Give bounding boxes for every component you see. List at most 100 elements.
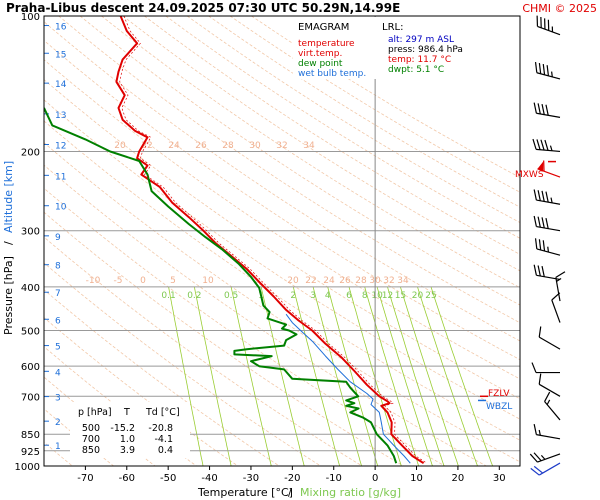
barb-flag xyxy=(538,63,542,74)
barb-flag xyxy=(529,453,538,463)
mixing-ratio-label: 4 xyxy=(325,291,331,301)
theta-label: 22 xyxy=(141,141,152,151)
lrl-title: LRL: xyxy=(382,22,403,33)
wind-barb xyxy=(538,373,561,397)
barb-flag xyxy=(545,191,549,203)
mixing-ratio-line xyxy=(230,286,272,466)
barb-flag xyxy=(538,326,542,338)
dry-adiabat xyxy=(229,16,520,193)
dry-adiabat xyxy=(44,142,520,463)
table-header-p: p [hPa] xyxy=(78,407,112,418)
barb-staff xyxy=(551,299,561,323)
barb-staff xyxy=(538,462,561,476)
table-header-t: T xyxy=(123,407,130,418)
pressure-tick-label: 1000 xyxy=(15,462,40,473)
theta-label: 22 xyxy=(305,276,316,286)
mixing-ratio-label: 25 xyxy=(425,291,436,301)
x-axis-label-mixing: Mixing ratio [g/kg] xyxy=(300,486,401,499)
theta-label: 34 xyxy=(303,141,315,151)
mixing-ratio-line xyxy=(364,286,419,466)
barb-flag xyxy=(545,104,549,116)
pressure-tick-label: 100 xyxy=(21,12,40,23)
wind-barb xyxy=(531,362,560,374)
y-axis-labels: Pressure [hPa] / Altitude [km] xyxy=(2,161,15,335)
barb-flag xyxy=(541,266,545,277)
theta-label: 32 xyxy=(276,141,287,151)
dry-adiabat xyxy=(44,289,280,466)
legend-item-dew-point: dew point xyxy=(298,59,343,69)
barb-flag xyxy=(544,391,551,402)
temperature-tick-label: 10 xyxy=(410,473,423,484)
theta-label: 32 xyxy=(383,276,394,286)
temperature-tick-label: 30 xyxy=(493,473,506,484)
temperature-tick-label: -20 xyxy=(284,473,300,484)
x-axis-label: Temperature [°C] xyxy=(197,486,293,499)
wind-barb xyxy=(533,264,561,281)
altitude-tick-label: 3 xyxy=(55,394,61,404)
theta-label: 5 xyxy=(170,276,176,286)
table-cell: 1.0 xyxy=(120,434,135,445)
lrl-pressure: press: 986.4 hPa xyxy=(388,45,463,55)
temperature-tick-label: 0 xyxy=(372,473,378,484)
barb-half-flag xyxy=(540,454,546,460)
wind-barb xyxy=(537,160,561,178)
barb-half-flag xyxy=(556,278,562,282)
temperature-tick-label: 20 xyxy=(452,473,465,484)
barb-flag xyxy=(533,264,537,276)
legend-title: EMAGRAM xyxy=(298,22,349,33)
y-axis-label: Pressure [hPa] xyxy=(2,256,15,335)
temperature-tick-label: -70 xyxy=(77,473,93,484)
mixing-ratio-line xyxy=(376,286,433,466)
mixing-ratio-line xyxy=(312,286,362,466)
mixing-ratio-label: 8 xyxy=(362,291,368,301)
legend-item-temperature: temperature xyxy=(298,39,355,49)
barb-flag xyxy=(536,139,541,150)
pressure-tick-label: 925 xyxy=(21,447,40,458)
mixing-ratio-label: 15 xyxy=(395,291,406,301)
wind-barbs xyxy=(529,15,566,476)
barb-staff xyxy=(537,453,561,463)
lrl-altitude: alt: 297 m ASL xyxy=(388,35,454,45)
wind-barb xyxy=(555,271,566,302)
barb-flag xyxy=(537,216,541,228)
mixing-ratio-label: 0.2 xyxy=(187,291,201,301)
dry-adiabat xyxy=(44,164,487,466)
barb-flag xyxy=(543,160,545,172)
wind-barb xyxy=(533,423,561,440)
theta-label: 24 xyxy=(168,141,180,151)
barb-flag xyxy=(536,15,539,27)
wind-barb xyxy=(533,189,561,205)
mixing-ratio-line xyxy=(260,286,305,466)
mixing-ratio-line xyxy=(417,286,478,466)
barb-staff xyxy=(544,401,561,421)
level-table: p [hPa] T Td [°C] 500 -15.2 -20.8 700 1.… xyxy=(70,402,190,458)
pressure-tick-label: 400 xyxy=(21,283,40,294)
theta-label: 26 xyxy=(339,276,351,286)
table-cell: -15.2 xyxy=(110,423,135,434)
barb-flag xyxy=(533,423,537,435)
mixing-ratio-line xyxy=(194,286,232,466)
barb-flag xyxy=(540,17,542,28)
temperature-tick-label: -10 xyxy=(326,473,342,484)
wind-barb xyxy=(551,292,561,323)
altitude-tick-label: 5 xyxy=(55,343,61,353)
chart-title: Praha-Libus descent 24.09.2025 07:30 UTC… xyxy=(6,1,400,15)
dry-adiabat xyxy=(44,79,520,400)
theta-label: 34 xyxy=(397,276,409,286)
mixing-ratio-label: 0.1 xyxy=(161,291,175,301)
wind-barb xyxy=(534,238,561,256)
dry-adiabat xyxy=(44,21,520,342)
barb-half-flag xyxy=(547,246,550,253)
barb-flag xyxy=(530,467,540,476)
barb-half-flag xyxy=(551,26,554,32)
theta-label: 24 xyxy=(323,276,335,286)
barb-flag xyxy=(541,190,545,202)
table-cell: -4.1 xyxy=(154,434,173,445)
wind-barb xyxy=(530,462,561,476)
barb-flag xyxy=(545,217,549,229)
barb-flag xyxy=(541,217,545,229)
barb-flag xyxy=(537,190,541,201)
barb-flag xyxy=(533,102,537,114)
mixing-ratio-label: 6 xyxy=(346,291,352,301)
